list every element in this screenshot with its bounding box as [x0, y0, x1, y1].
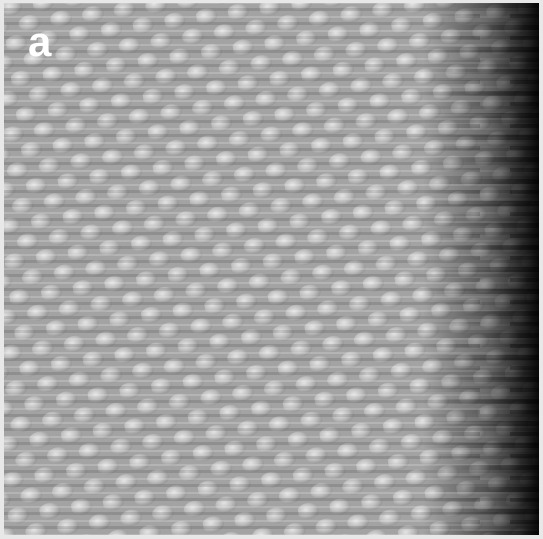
edge-bars — [423, 3, 539, 535]
micrograph: a — [0, 0, 543, 539]
page: a (() => { const data = JSON.parse(docum… — [0, 0, 543, 539]
panel-label: a — [28, 18, 52, 65]
